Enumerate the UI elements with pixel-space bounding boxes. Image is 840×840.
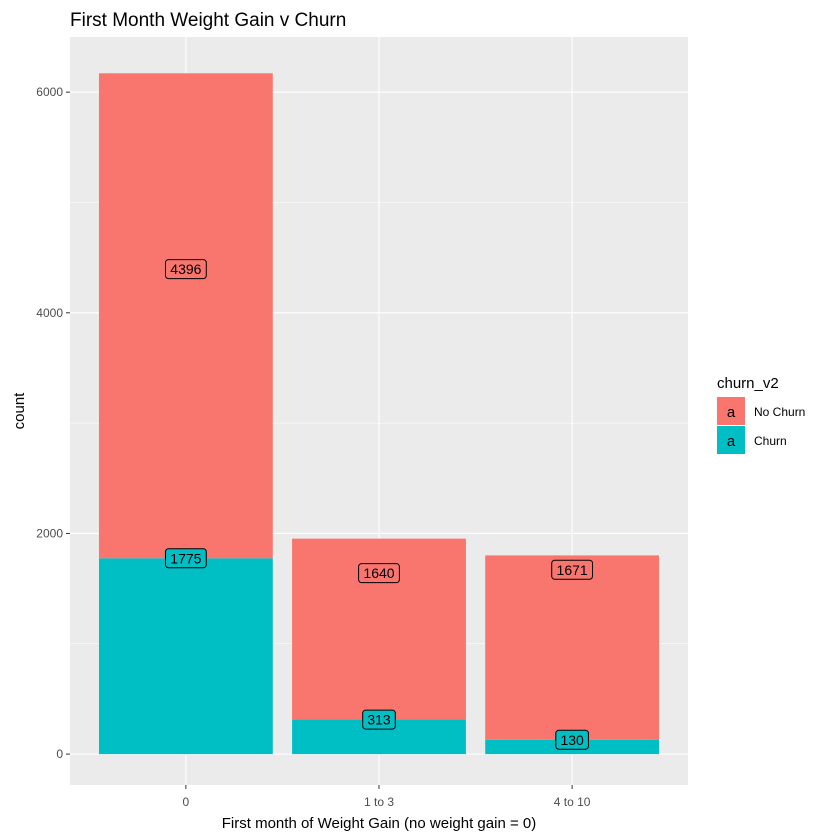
bar-churn — [98, 558, 273, 755]
legend-title: churn_v2 — [717, 375, 779, 392]
x-axis: 0 1 to 3 4 to 10 — [183, 785, 591, 809]
chart-title: First Month Weight Gain v Churn — [70, 10, 346, 31]
data-label: 4396 — [164, 259, 207, 280]
legend-key-glyph: a — [727, 433, 736, 450]
data-label-box — [164, 548, 207, 569]
legend-key — [717, 397, 745, 425]
data-label: 130 — [555, 729, 589, 750]
legend-key — [717, 426, 745, 454]
data-label-box — [551, 559, 594, 580]
bar-no-churn — [485, 555, 660, 740]
y-tick-label: 2000 — [36, 526, 63, 540]
data-label-text: 1640 — [363, 565, 394, 581]
y-tick-label: 6000 — [36, 85, 63, 99]
x-tick-label: 4 to 10 — [554, 795, 591, 809]
x-tick-label: 1 to 3 — [364, 795, 394, 809]
bar-no-churn — [98, 73, 273, 559]
data-label-text: 1671 — [557, 562, 588, 578]
data-label-box — [358, 563, 400, 584]
legend-key-glyph: a — [727, 404, 736, 421]
data-label: 1640 — [358, 563, 400, 584]
data-label: 1775 — [164, 548, 207, 569]
y-tick-label: 0 — [56, 747, 63, 761]
y-tick-label: 4000 — [36, 306, 63, 320]
data-label: 1671 — [551, 559, 594, 580]
y-axis: 0 2000 4000 6000 — [36, 85, 70, 761]
data-label-text: 130 — [560, 732, 584, 748]
data-label-text: 4396 — [170, 261, 201, 277]
legend: churn_v2 a No Churn a Churn — [717, 375, 805, 454]
legend-label: No Churn — [754, 405, 805, 419]
bars — [98, 73, 660, 755]
data-label-text: 1775 — [170, 550, 201, 566]
data-label: 313 — [362, 709, 396, 730]
y-axis-title: count — [11, 392, 28, 430]
x-axis-title: First month of Weight Gain (no weight ga… — [222, 815, 536, 832]
data-label-box — [555, 729, 589, 750]
data-labels: 4396 1640 1671 1775 313 130 — [164, 259, 594, 750]
data-label-box — [164, 259, 207, 280]
legend-label: Churn — [754, 434, 787, 448]
data-label-text: 313 — [367, 712, 391, 728]
data-label-box — [362, 709, 396, 730]
x-tick-label: 0 — [183, 795, 190, 809]
